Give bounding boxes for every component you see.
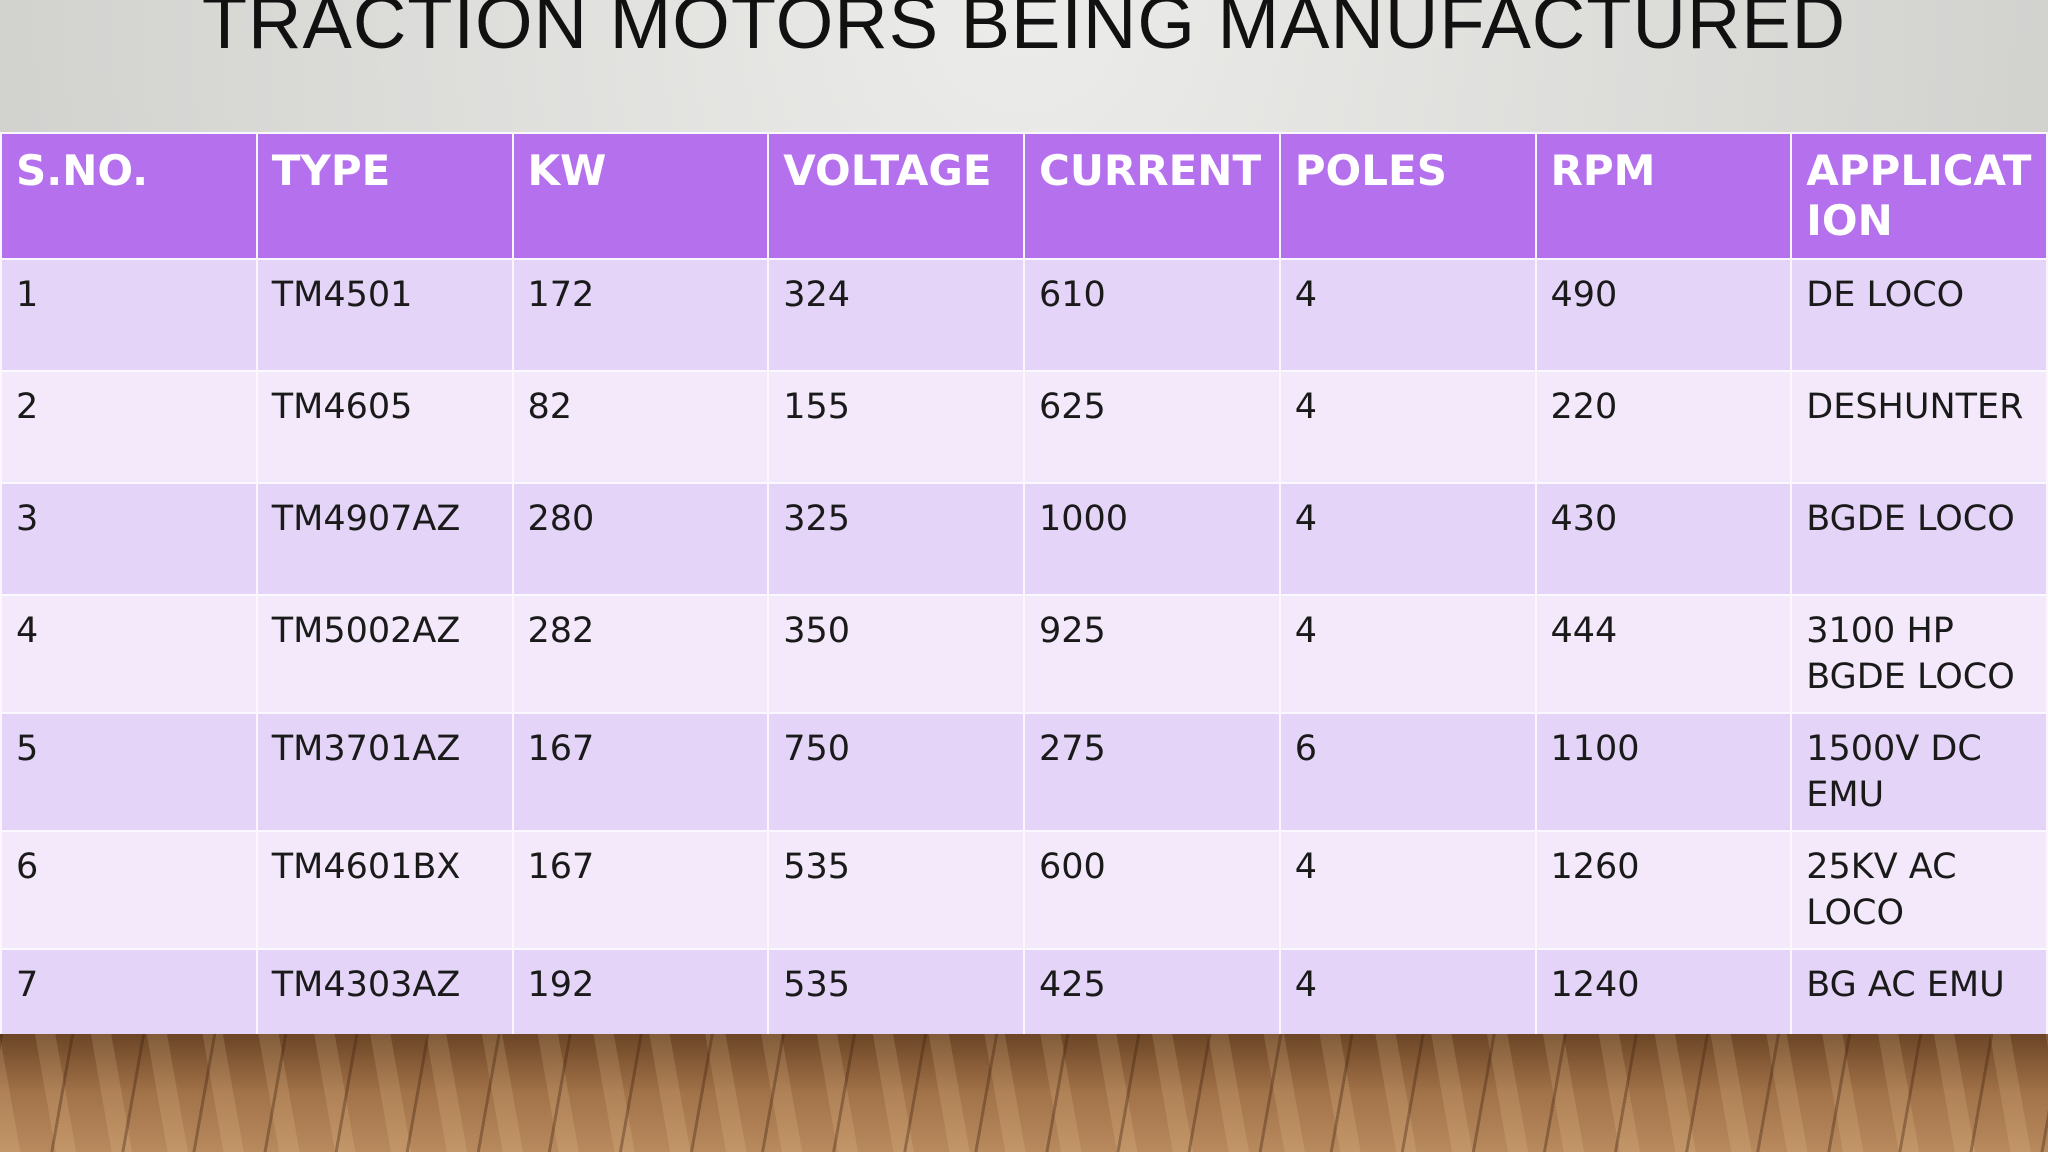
table-cell: 4 [1278,370,1537,484]
table-cell: 6 [0,830,258,950]
table-cell: 3 [0,482,258,596]
table-cell: 1100 [1534,712,1793,832]
table-cell: 167 [511,830,770,950]
table-cell: 82 [511,370,770,484]
table-cell: 325 [767,482,1025,596]
table-cell: 5 [0,712,258,832]
table-cell: 1 [0,258,258,372]
table-cell: 3100 HP BGDE LOCO [1790,594,2048,714]
table-row: 1 TM4501 172 324 610 4 490 DE LOCO [0,258,2048,372]
table-cell: 280 [511,482,770,596]
table-cell: BGDE LOCO [1790,482,2048,596]
table-row: 2 TM4605 82 155 625 4 220 DESHUNTER [0,370,2048,484]
table-cell: DE LOCO [1790,258,2048,372]
table-cell: 430 [1534,482,1793,596]
table-cell: 1260 [1534,830,1793,950]
table-cell: DESHUNTER [1790,370,2048,484]
table-cell: 925 [1023,594,1281,714]
table-cell: 750 [767,712,1025,832]
header-cell: POLES [1278,132,1537,260]
header-cell: VOLTAGE [767,132,1025,260]
table-cell: 25KV AC LOCO [1790,830,2048,950]
table-cell: 490 [1534,258,1793,372]
table-cell: 444 [1534,594,1793,714]
table-cell: 535 [767,830,1025,950]
table-cell: 4 [1278,482,1537,596]
table-cell: TM4601BX [255,830,514,950]
table-row: 5 TM3701AZ 167 750 275 6 1100 1500V DC EMU [0,712,2048,832]
floor-background [0,1034,2048,1152]
table-row: 6 TM4601BX 167 535 600 4 1260 25KV AC LOCO [0,830,2048,950]
table-cell: 610 [1023,258,1281,372]
table-cell: TM5002AZ [255,594,514,714]
table-row: 4 TM5002AZ 282 350 925 4 444 3100 HP BGDE LOCO [0,594,2048,714]
table-cell: 282 [511,594,770,714]
header-cell: RPM [1534,132,1793,260]
header-row: S.NO. TYPE KW VOLTAGE CURRENT POLES RPM APPLICA… [0,132,2048,260]
slide-title: TRACTION MOTORS BEING MANUFACTURED [201,0,1847,64]
header-cell: KW [511,132,770,260]
table-cell: TM4907AZ [255,482,514,596]
header-cell: TYPE [255,132,514,260]
table-cell: 2 [0,370,258,484]
data-table: S.NO. TYPE KW VOLTAGE CURRENT POLES RPM APPLICA… [0,132,2048,1062]
table-cell: 6 [1278,712,1537,832]
header-cell: S.NO. [0,132,258,260]
table-cell: 1500V DC EMU [1790,712,2048,832]
table-cell: TM4605 [255,370,514,484]
table-cell: 625 [1023,370,1281,484]
table-cell: 4 [1278,830,1537,950]
table-cell: 220 [1534,370,1793,484]
table-cell: 155 [767,370,1025,484]
table-cell: 167 [511,712,770,832]
table-cell: 275 [1023,712,1281,832]
table-cell: 324 [767,258,1025,372]
table-cell: 4 [1278,594,1537,714]
table-cell: TM3701AZ [255,712,514,832]
table-cell: 4 [0,594,258,714]
header-cell: APPLICATION [1790,132,2048,260]
table-cell: TM4501 [255,258,514,372]
header-cell: CURRENT [1023,132,1281,260]
table-cell: 172 [511,258,770,372]
table-cell: 350 [767,594,1025,714]
table-cell: 1000 [1023,482,1281,596]
table-cell: 4 [1278,258,1537,372]
table-cell: 600 [1023,830,1281,950]
table-row: 3 TM4907AZ 280 325 1000 4 430 BGDE LOCO [0,482,2048,596]
